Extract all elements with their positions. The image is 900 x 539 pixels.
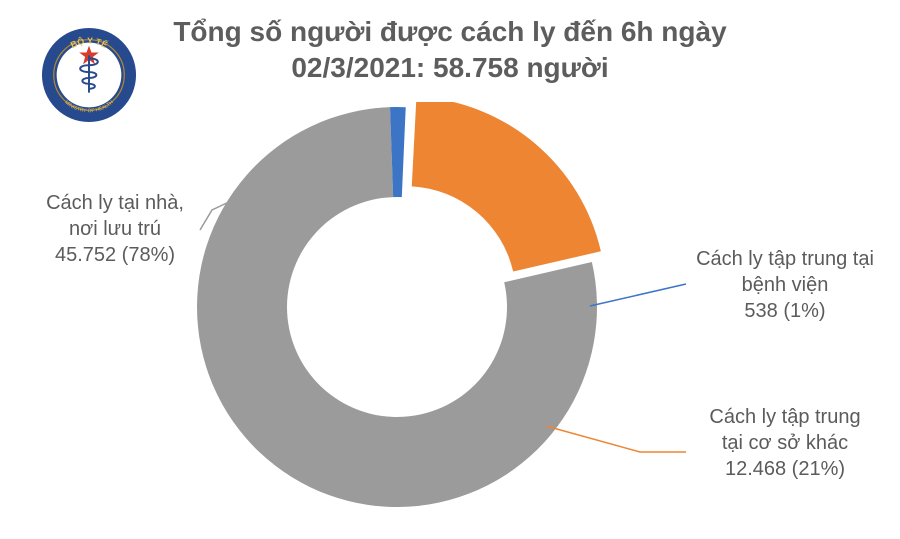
- label-orange-l1: Cách ly tập trung: [709, 406, 860, 428]
- label-blue-l1: Cách ly tập trung tại: [696, 248, 874, 270]
- label-blue: Cách ly tập trung tại bệnh viện 538 (1%): [690, 246, 880, 324]
- staff-icon: [88, 55, 90, 92]
- label-gray-l1: Cách ly tại nhà,: [46, 192, 184, 214]
- label-orange-l2: tại cơ sở khác: [722, 432, 848, 454]
- slice-orange: [412, 102, 601, 272]
- label-orange-l3: 12.468 (21%): [725, 458, 845, 480]
- label-orange: Cách ly tập trung tại cơ sở khác 12.468 …: [690, 404, 880, 482]
- leader-blue: [590, 284, 686, 306]
- title-line-2: 02/3/2021: 58.758 người: [291, 52, 608, 83]
- title-line-1: Tổng số người được cách ly đến 6h ngày: [173, 16, 726, 47]
- donut-chart: [192, 102, 602, 512]
- label-gray: Cách ly tại nhà, nơi lưu trú 45.752 (78%…: [30, 190, 200, 268]
- label-gray-l2: nơi lưu trú: [69, 218, 161, 240]
- label-blue-l3: 538 (1%): [744, 300, 825, 322]
- label-gray-l3: 45.752 (78%): [55, 244, 175, 266]
- ministry-of-health-logo: BỘ Y TẾ MINISTRY OF HEALTH: [40, 26, 138, 124]
- label-blue-l2: bệnh viện: [742, 274, 829, 296]
